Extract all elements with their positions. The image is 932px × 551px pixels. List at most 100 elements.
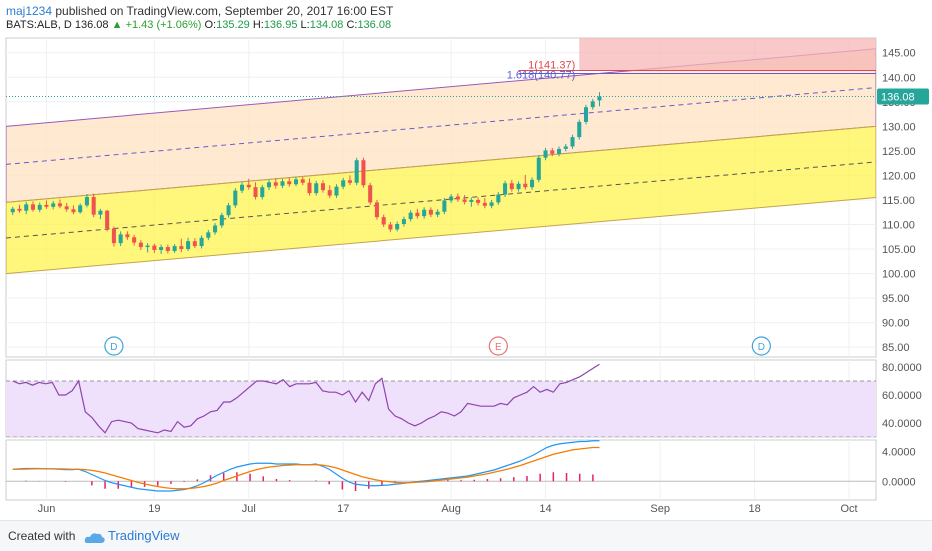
candle bbox=[516, 183, 521, 190]
publish-info: maj1234 published on TradingView.com, Se… bbox=[6, 4, 393, 18]
candle bbox=[273, 182, 278, 186]
candle bbox=[597, 96, 602, 101]
candle bbox=[206, 232, 211, 238]
candle bbox=[57, 203, 62, 207]
inner-median-line bbox=[6, 161, 876, 239]
candle bbox=[570, 137, 575, 147]
candle bbox=[240, 184, 245, 191]
candle bbox=[442, 200, 447, 212]
candle bbox=[543, 150, 548, 158]
rsi-plot bbox=[6, 363, 876, 437]
earnings-marker bbox=[488, 336, 508, 356]
candle bbox=[557, 148, 562, 154]
signal-line bbox=[12, 446, 600, 490]
y-tick-label: 140.00 bbox=[882, 72, 916, 84]
publish-text: published on TradingView.com, September … bbox=[52, 4, 394, 18]
x-tick-label: 19 bbox=[148, 503, 160, 515]
candle bbox=[489, 202, 494, 206]
candle bbox=[159, 247, 164, 251]
candle bbox=[401, 219, 406, 225]
candle bbox=[327, 190, 332, 196]
candle bbox=[267, 182, 272, 188]
candle bbox=[354, 160, 359, 183]
candle bbox=[280, 181, 285, 186]
candle bbox=[388, 224, 393, 230]
candle bbox=[132, 237, 137, 243]
footer-bar: Created with TradingView bbox=[0, 520, 932, 551]
candle bbox=[503, 183, 508, 195]
candle bbox=[98, 210, 103, 215]
candle bbox=[172, 246, 177, 251]
candle bbox=[455, 196, 460, 200]
candle bbox=[199, 237, 204, 247]
chart-canvas[interactable]: Jun19Jul17Aug14Sep18Oct145.00140.00135.0… bbox=[0, 0, 932, 520]
candle bbox=[192, 241, 197, 247]
candle bbox=[422, 209, 427, 217]
rsi-band bbox=[6, 381, 876, 437]
event-marker-label: D bbox=[110, 342, 117, 353]
resistance-zone bbox=[579, 38, 876, 71]
ohlc-open: 135.29 bbox=[216, 19, 250, 31]
price-change: +1.43 (+1.06%) bbox=[125, 19, 202, 31]
candle bbox=[78, 205, 83, 213]
y-tick-label: 120.00 bbox=[882, 170, 916, 182]
y-tick-label: 90.00 bbox=[882, 318, 910, 330]
candle bbox=[536, 157, 541, 180]
candle bbox=[253, 187, 258, 198]
y-tick-label: 85.00 bbox=[882, 342, 910, 354]
candle bbox=[125, 234, 130, 238]
x-tick-label: Sep bbox=[650, 503, 670, 515]
outer-median-line bbox=[6, 87, 876, 165]
candle bbox=[30, 204, 35, 210]
candle bbox=[361, 160, 366, 186]
candle bbox=[91, 197, 96, 215]
candle bbox=[186, 241, 191, 250]
tradingview-brand[interactable]: TradingView bbox=[108, 528, 180, 543]
author-link[interactable]: maj1234 bbox=[6, 4, 53, 18]
candle bbox=[482, 202, 487, 206]
fib-label: 1(141.37) bbox=[528, 60, 575, 72]
candle bbox=[84, 197, 89, 206]
candle bbox=[577, 121, 582, 138]
chart-header: maj1234 published on TradingView.com, Se… bbox=[0, 0, 932, 38]
created-with-label: Created with bbox=[8, 529, 76, 543]
candle bbox=[314, 183, 319, 194]
rsi-line bbox=[12, 363, 600, 434]
candle bbox=[583, 107, 589, 122]
candle bbox=[320, 183, 325, 191]
ohlc-high: 136.95 bbox=[263, 19, 298, 31]
candle bbox=[10, 208, 15, 213]
x-tick-label: Aug bbox=[441, 503, 461, 515]
candle bbox=[307, 182, 312, 194]
candle bbox=[37, 204, 42, 210]
candle bbox=[111, 228, 116, 244]
candle bbox=[293, 179, 299, 185]
candle bbox=[435, 211, 440, 215]
candle bbox=[476, 199, 481, 203]
candle bbox=[550, 150, 555, 154]
symbol-info: BATS:ALB, D 136.08 ▲ +1.43 (+1.06%) O:13… bbox=[6, 19, 391, 31]
dividend-marker bbox=[104, 336, 124, 356]
ohlc-close-label: C: bbox=[346, 19, 358, 31]
candle bbox=[51, 203, 56, 207]
x-tick-label: Jun bbox=[38, 503, 56, 515]
candle bbox=[347, 180, 352, 183]
y-tick-label: 110.00 bbox=[882, 219, 915, 231]
last-price: 136.08 bbox=[74, 19, 109, 31]
rsi-tick-label: 40.0000 bbox=[882, 418, 922, 430]
y-tick-label: 125.00 bbox=[882, 146, 916, 158]
candle bbox=[17, 208, 22, 211]
rsi-tick-label: 80.0000 bbox=[882, 362, 922, 374]
candle bbox=[590, 101, 595, 108]
x-tick-label: 17 bbox=[337, 503, 349, 515]
ohlc-close: 136.08 bbox=[357, 19, 392, 31]
x-tick-label: 18 bbox=[748, 503, 760, 515]
rsi-tick-label: 60.0000 bbox=[882, 390, 922, 402]
symbol-label: BATS:ALB, D bbox=[6, 19, 72, 31]
ohlc-high-label: H: bbox=[252, 19, 264, 31]
candle bbox=[469, 199, 474, 202]
candle bbox=[408, 212, 413, 220]
x-tick-label: Jul bbox=[242, 503, 256, 515]
candle bbox=[64, 206, 69, 210]
up-arrow-icon: ▲ bbox=[111, 19, 123, 31]
